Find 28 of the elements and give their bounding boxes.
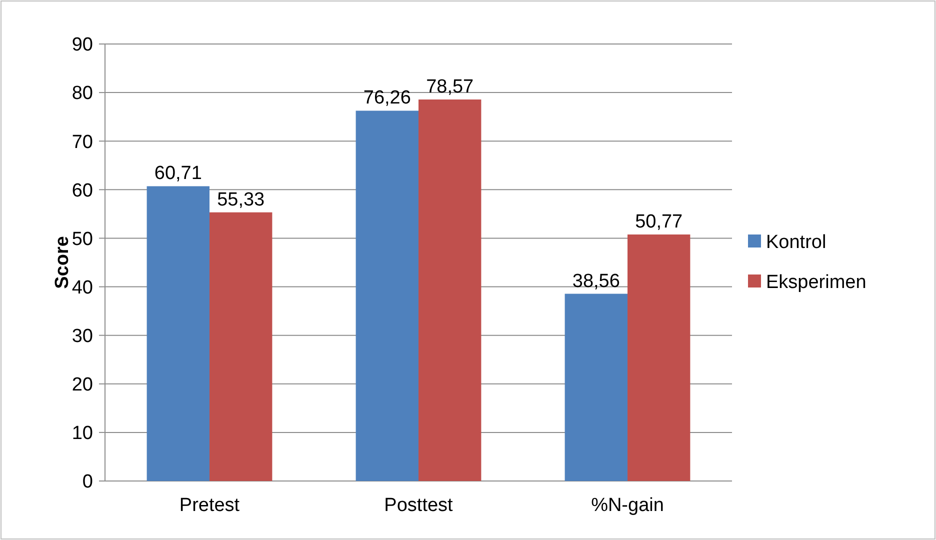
y-tick-label: 60 xyxy=(72,180,93,202)
data-label: 38,56 xyxy=(572,270,620,292)
data-label: 76,26 xyxy=(363,88,411,109)
y-tick-label: 10 xyxy=(72,423,93,444)
y-tick-label: 20 xyxy=(72,374,93,396)
data-label: 55,33 xyxy=(217,189,265,210)
bar xyxy=(418,100,482,481)
bar xyxy=(564,294,628,481)
x-tick-label: Posttest xyxy=(384,495,454,516)
data-label: 50,77 xyxy=(635,211,683,232)
x-tick-label: %N-gain xyxy=(591,495,664,516)
y-tick-label: 70 xyxy=(72,132,93,153)
y-tick-label: 80 xyxy=(72,83,93,104)
data-label: 78,57 xyxy=(426,76,474,98)
bar xyxy=(628,234,690,481)
y-tick-label: 0 xyxy=(82,472,93,493)
y-axis-title: Score xyxy=(52,236,73,289)
y-tick-label: 50 xyxy=(72,228,93,250)
bar xyxy=(356,110,418,481)
legend-label: Eksperimen xyxy=(766,272,866,294)
bar xyxy=(210,212,272,481)
x-tick-label: Pretest xyxy=(179,495,240,516)
y-tick-label: 40 xyxy=(72,277,93,298)
data-label: 60,71 xyxy=(154,163,202,184)
y-tick-label: 90 xyxy=(72,34,93,56)
legend-label: Kontrol xyxy=(766,232,826,254)
y-tick-label: 30 xyxy=(72,326,93,347)
bar xyxy=(146,186,210,481)
